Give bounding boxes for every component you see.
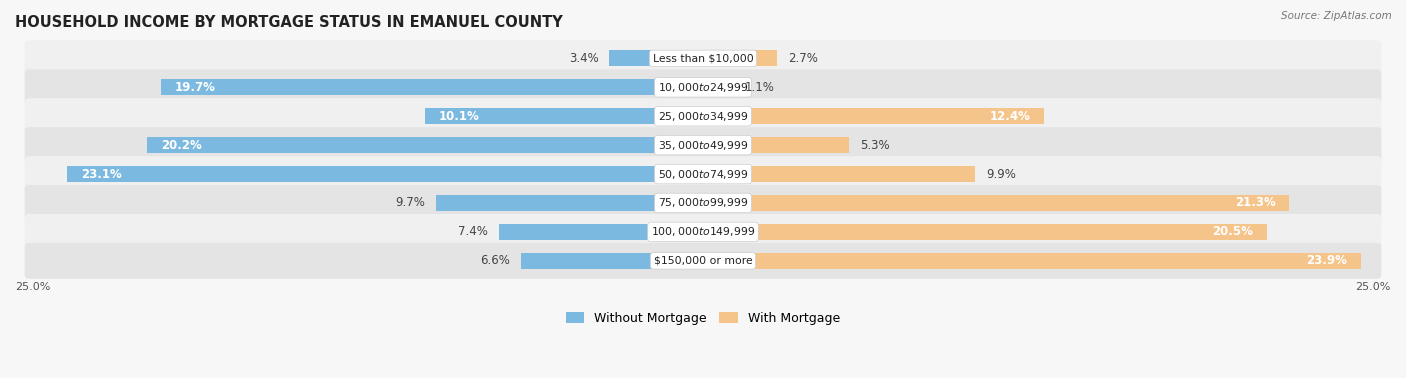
Text: $75,000 to $99,999: $75,000 to $99,999 [658, 197, 748, 209]
Bar [703, 50, 778, 66]
Bar [703, 224, 1267, 240]
Bar [425, 108, 703, 124]
Text: 7.4%: 7.4% [458, 225, 488, 239]
Text: $150,000 or more: $150,000 or more [654, 256, 752, 266]
Text: $100,000 to $149,999: $100,000 to $149,999 [651, 225, 755, 239]
Text: 23.1%: 23.1% [82, 167, 122, 181]
FancyBboxPatch shape [25, 214, 1381, 250]
Bar [609, 50, 703, 66]
Text: Source: ZipAtlas.com: Source: ZipAtlas.com [1281, 11, 1392, 21]
FancyBboxPatch shape [25, 40, 1381, 76]
Text: 23.9%: 23.9% [1306, 254, 1347, 267]
FancyBboxPatch shape [25, 156, 1381, 192]
Text: Less than $10,000: Less than $10,000 [652, 53, 754, 64]
Bar [703, 79, 734, 95]
Bar [522, 253, 703, 269]
FancyBboxPatch shape [25, 185, 1381, 221]
FancyBboxPatch shape [25, 69, 1381, 105]
Text: $10,000 to $24,999: $10,000 to $24,999 [658, 81, 748, 94]
FancyBboxPatch shape [25, 127, 1381, 163]
Text: 21.3%: 21.3% [1234, 197, 1275, 209]
Bar [703, 108, 1045, 124]
Bar [703, 166, 976, 182]
Bar [703, 137, 849, 153]
Text: $25,000 to $34,999: $25,000 to $34,999 [658, 110, 748, 123]
FancyBboxPatch shape [25, 243, 1381, 279]
Text: 19.7%: 19.7% [174, 81, 215, 94]
Bar [703, 195, 1289, 211]
FancyBboxPatch shape [25, 98, 1381, 134]
Text: 9.7%: 9.7% [395, 197, 425, 209]
Text: 20.2%: 20.2% [160, 139, 201, 152]
Text: 10.1%: 10.1% [439, 110, 479, 123]
Text: 5.3%: 5.3% [860, 139, 890, 152]
Text: 3.4%: 3.4% [568, 52, 599, 65]
Text: $35,000 to $49,999: $35,000 to $49,999 [658, 139, 748, 152]
Bar [148, 137, 703, 153]
Text: 20.5%: 20.5% [1212, 225, 1253, 239]
Text: 25.0%: 25.0% [15, 282, 51, 292]
Text: 9.9%: 9.9% [987, 167, 1017, 181]
Bar [499, 224, 703, 240]
Bar [703, 253, 1361, 269]
Bar [67, 166, 703, 182]
Text: $50,000 to $74,999: $50,000 to $74,999 [658, 167, 748, 181]
Bar [436, 195, 703, 211]
Legend: Without Mortgage, With Mortgage: Without Mortgage, With Mortgage [561, 307, 845, 330]
Bar [160, 79, 703, 95]
Text: 12.4%: 12.4% [990, 110, 1031, 123]
Text: 2.7%: 2.7% [789, 52, 818, 65]
Text: HOUSEHOLD INCOME BY MORTGAGE STATUS IN EMANUEL COUNTY: HOUSEHOLD INCOME BY MORTGAGE STATUS IN E… [15, 15, 562, 30]
Text: 6.6%: 6.6% [481, 254, 510, 267]
Text: 1.1%: 1.1% [744, 81, 775, 94]
Text: 25.0%: 25.0% [1355, 282, 1391, 292]
